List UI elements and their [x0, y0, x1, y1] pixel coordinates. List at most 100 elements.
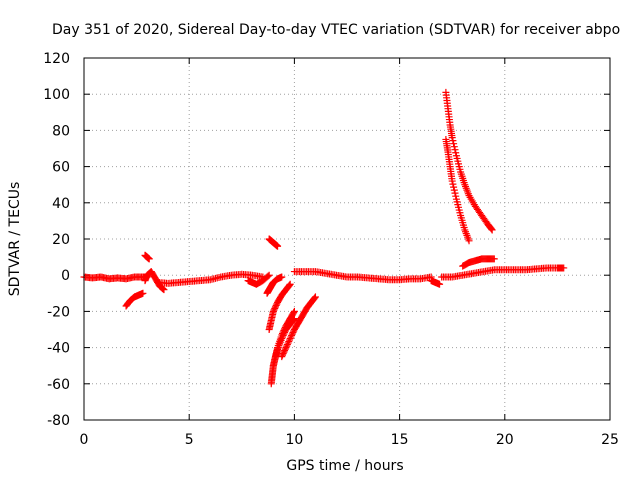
- data-point: [450, 140, 458, 148]
- data-point: [145, 255, 153, 263]
- data-point: [278, 353, 286, 361]
- data-point: [559, 264, 567, 272]
- x-tick-label: 0: [80, 432, 89, 448]
- data-point: [457, 272, 465, 280]
- data-point: [267, 318, 275, 326]
- data-point: [451, 146, 459, 154]
- series-arc-10: [278, 293, 319, 361]
- x-tick-label: 20: [496, 432, 514, 448]
- y-tick-label: 120: [43, 51, 70, 67]
- data-point: [489, 255, 497, 263]
- data-point: [278, 351, 286, 359]
- data-point: [476, 208, 484, 216]
- data-point: [446, 160, 454, 168]
- data-point: [277, 333, 285, 341]
- y-tick-label: 60: [52, 160, 70, 176]
- data-point: [285, 281, 293, 289]
- data-point: [450, 186, 458, 194]
- data-point: [293, 321, 301, 329]
- data-point: [273, 242, 281, 250]
- data-point: [482, 218, 490, 226]
- data-point: [331, 271, 339, 279]
- series-arc-5: [154, 270, 267, 287]
- series-arc-14: [427, 277, 444, 288]
- series-arc-15: [442, 88, 496, 234]
- data-point: [284, 339, 292, 347]
- data-point: [463, 260, 471, 268]
- data-point: [150, 272, 158, 280]
- data-point: [158, 284, 166, 292]
- series-arc-9: [269, 307, 298, 370]
- data-point: [448, 175, 456, 183]
- y-tick-label: 100: [43, 87, 70, 103]
- data-point: [448, 132, 456, 140]
- x-tick-labels: 0 5 10 15 20 25: [80, 432, 619, 448]
- grid-lines: [84, 58, 610, 420]
- data-point: [297, 313, 305, 321]
- data-point: [464, 235, 472, 243]
- x-tick-label: 5: [185, 432, 194, 448]
- data-point: [452, 149, 460, 157]
- data-point: [159, 285, 167, 293]
- data-point: [450, 143, 458, 151]
- data-point: [271, 354, 279, 362]
- series-arc-6: [244, 271, 273, 288]
- data-point: [449, 180, 457, 188]
- data-point: [456, 209, 464, 217]
- y-tick-label: -60: [47, 377, 70, 393]
- data-point: [450, 183, 458, 191]
- data-point: [288, 330, 296, 338]
- data-point: [464, 190, 472, 198]
- data-point: [281, 325, 289, 333]
- data-point: [270, 306, 278, 314]
- series-arc-11: [265, 280, 294, 333]
- y-tick-label: 40: [52, 196, 70, 212]
- data-point: [435, 280, 443, 288]
- data-point: [444, 146, 452, 154]
- chart-title: Day 351 of 2020, Sidereal Day-to-day VTE…: [52, 22, 620, 38]
- plot-frame: [83, 57, 611, 421]
- y-tick-label: 20: [52, 232, 70, 248]
- data-point: [280, 348, 288, 356]
- data-point: [467, 270, 475, 278]
- data-point: [285, 317, 293, 325]
- data-point: [487, 224, 495, 232]
- data-point: [290, 309, 298, 317]
- data-point: [138, 290, 146, 298]
- y-tick-label: 80: [52, 123, 70, 139]
- data-point: [460, 224, 468, 232]
- data-point: [289, 329, 297, 337]
- data-point: [283, 342, 291, 350]
- x-tick-label: 10: [285, 432, 303, 448]
- data-point: [272, 301, 280, 309]
- series-arc-13: [290, 268, 435, 284]
- data-point: [281, 345, 289, 353]
- data-point: [446, 118, 454, 126]
- data-point: [460, 179, 468, 187]
- series-arc-2: [122, 289, 147, 310]
- data-point: [311, 294, 319, 302]
- data-point: [487, 225, 495, 233]
- data-point: [271, 304, 279, 312]
- axis-ticks: [83, 57, 611, 421]
- data-point: [288, 332, 296, 340]
- series-arc-3: [141, 251, 153, 263]
- data-point: [444, 102, 452, 110]
- data-point: [285, 282, 293, 290]
- data-point: [287, 333, 295, 341]
- data-point: [289, 310, 297, 318]
- data-point: [285, 336, 293, 344]
- data-point: [263, 273, 271, 281]
- y-tick-label: -40: [47, 341, 70, 357]
- series-arc-12: [263, 273, 286, 297]
- data-point: [264, 272, 272, 280]
- y-tick-label: 0: [61, 268, 70, 284]
- y-tick-label: -80: [47, 413, 70, 429]
- x-axis-title: GPS time / hours: [286, 458, 403, 474]
- series-arc-17: [438, 264, 568, 281]
- data-point: [280, 326, 288, 334]
- data-point: [277, 273, 285, 281]
- data-point: [478, 268, 486, 276]
- data-point: [452, 192, 460, 200]
- data-points: [80, 88, 568, 388]
